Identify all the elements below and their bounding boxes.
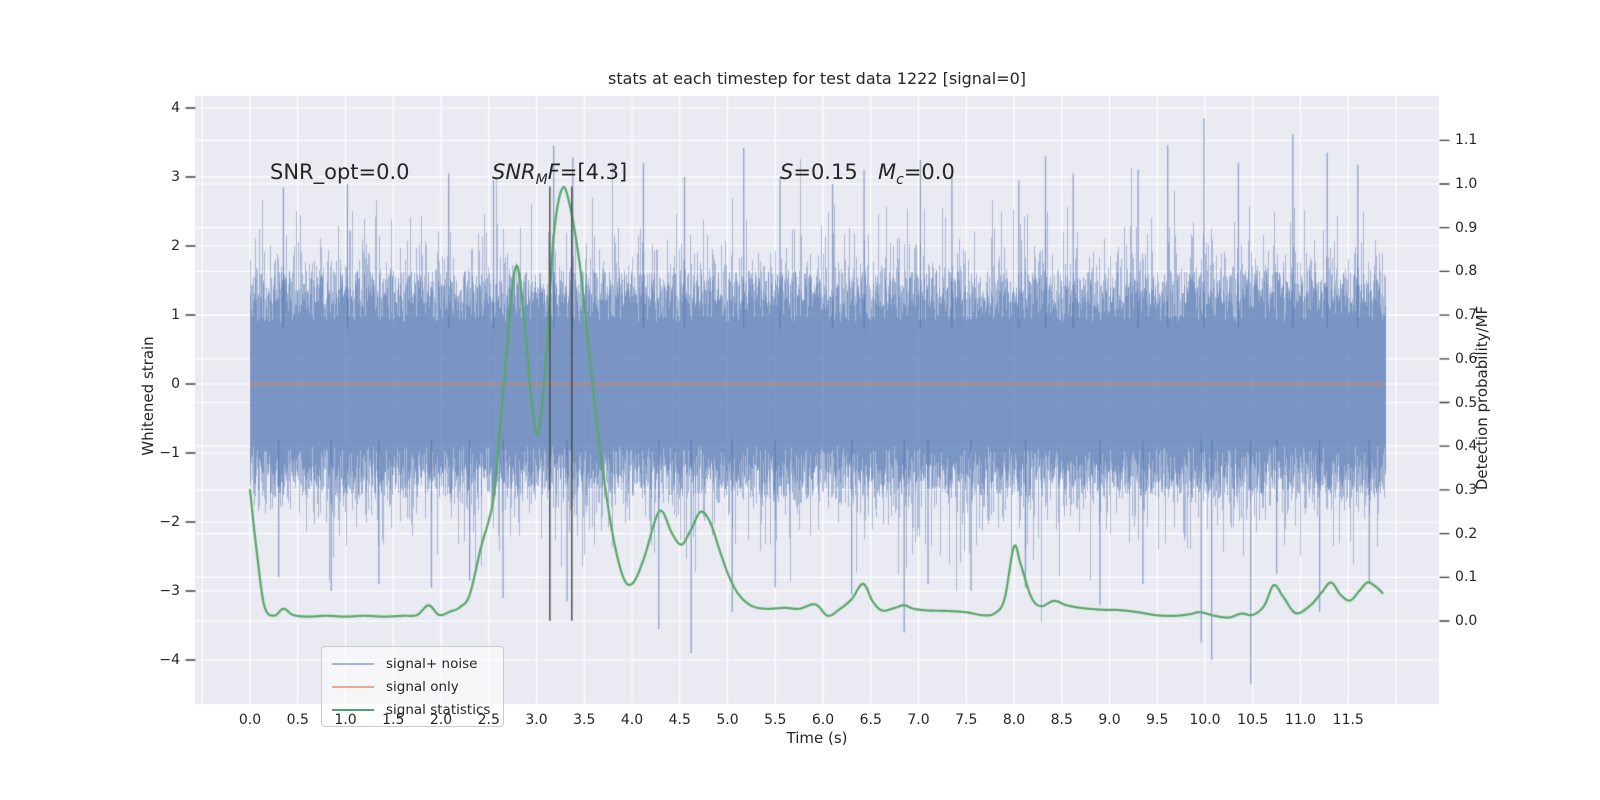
y-right-tick-label: 0.8 [1455, 263, 1478, 280]
y-right-tick-label: 0.2 [1455, 525, 1478, 542]
annotation-mc-value: =0.0 [903, 160, 955, 184]
legend-label: signal only [386, 678, 459, 695]
x-tick-label: 2.0 [429, 712, 453, 728]
x-tick-label: 6.0 [811, 712, 835, 728]
x-tick-label: 4.0 [620, 712, 644, 728]
x-tick-label: 10.5 [1237, 712, 1269, 728]
x-axis-label: Time (s) [786, 729, 848, 747]
annotation-snr-mf-base2: F [547, 160, 560, 184]
annotation-mc-base: M [878, 160, 897, 184]
legend-line-sample-orange [332, 685, 374, 688]
y-left-tick-label: 2 [171, 238, 180, 254]
x-tick-label: 0.0 [238, 712, 262, 728]
y-right-tick-label: 0.1 [1455, 569, 1478, 586]
annotation-snr-mf-base: SNR [492, 160, 536, 184]
y-right-tick-label: 0.7 [1455, 307, 1478, 324]
x-tick-label: 11.0 [1284, 712, 1317, 728]
x-tick-label: 8.5 [1050, 712, 1073, 728]
x-tick-label: 10.0 [1189, 712, 1221, 728]
x-tick-label: 9.5 [1146, 712, 1169, 728]
legend-item-signal-noise: signal+ noise [332, 652, 503, 675]
annotation-s: S=0.15 [780, 160, 858, 184]
y-left-tick-label: 0 [171, 376, 180, 392]
x-tick-label: 1.5 [382, 712, 405, 728]
y-right-tick-label: 0.9 [1455, 219, 1478, 236]
x-tick-label: 3.0 [525, 712, 548, 728]
x-tick-label: 11.5 [1332, 712, 1364, 728]
chart-title: stats at each timestep for test data 122… [607, 69, 1027, 88]
x-tick-label: 6.5 [859, 712, 882, 728]
x-tick-label: 3.5 [573, 712, 596, 728]
x-tick-label: 9.0 [1098, 712, 1121, 728]
y-left-tick-label: −3 [159, 583, 180, 599]
annotation-snr-opt-text: SNR_opt=0.0 [270, 160, 410, 184]
x-tick-label: 8.0 [1002, 712, 1026, 728]
annotation-s-base: S [780, 160, 794, 184]
y-right-tick-label: 0.5 [1455, 394, 1478, 411]
annotation-snr-opt: SNR_opt=0.0 [270, 160, 410, 184]
y-right-tick-label: 0.0 [1455, 613, 1478, 629]
y-left-tick-label: 3 [171, 169, 180, 185]
y-left-tick-label: 4 [171, 100, 180, 116]
y-left-tick-label: 1 [171, 307, 180, 323]
annotation-s-value: =0.15 [793, 160, 858, 184]
y-left-tick-label: −4 [159, 652, 180, 668]
y-right-tick-label: 0.4 [1455, 438, 1478, 455]
x-tick-label: 2.5 [477, 712, 500, 728]
annotation-snr-mf: SNRMF=[4.3] [492, 160, 627, 188]
annotation-mc: Mc=0.0 [878, 160, 955, 188]
y-left-axis-label: Whitened strain [139, 336, 157, 456]
y-left-tick-label: −2 [159, 514, 180, 530]
x-tick-label: 5.5 [764, 712, 787, 728]
legend: signal+ noise signal only signal statist… [321, 646, 504, 727]
annotation-snr-mf-value: =[4.3] [559, 160, 628, 184]
y-right-tick-label: 0.3 [1455, 481, 1478, 498]
y-left-tick-label: −1 [159, 445, 180, 461]
legend-label: signal+ noise [386, 655, 478, 672]
y-right-tick-label: 1.0 [1455, 176, 1478, 192]
legend-item-signal-statistics: signal statistics [332, 698, 503, 721]
legend-line-sample-green [332, 708, 374, 711]
x-tick-label: 5.0 [716, 712, 739, 728]
annotation-mc-sub: c [896, 172, 904, 189]
legend-label: signal statistics [386, 701, 491, 718]
y-right-tick-label: 0.6 [1455, 350, 1478, 367]
legend-line-sample-blue [332, 662, 374, 665]
x-tick-label: 0.5 [286, 712, 309, 728]
x-tick-label: 7.5 [955, 712, 978, 728]
x-tick-label: 1.0 [334, 712, 357, 728]
legend-item-signal-only: signal only [332, 675, 503, 698]
x-tick-label: 4.5 [668, 712, 691, 728]
x-tick-label: 7.0 [907, 712, 930, 728]
y-right-tick-label: 1.1 [1455, 132, 1478, 149]
annotation-snr-mf-sub: M [535, 172, 548, 189]
